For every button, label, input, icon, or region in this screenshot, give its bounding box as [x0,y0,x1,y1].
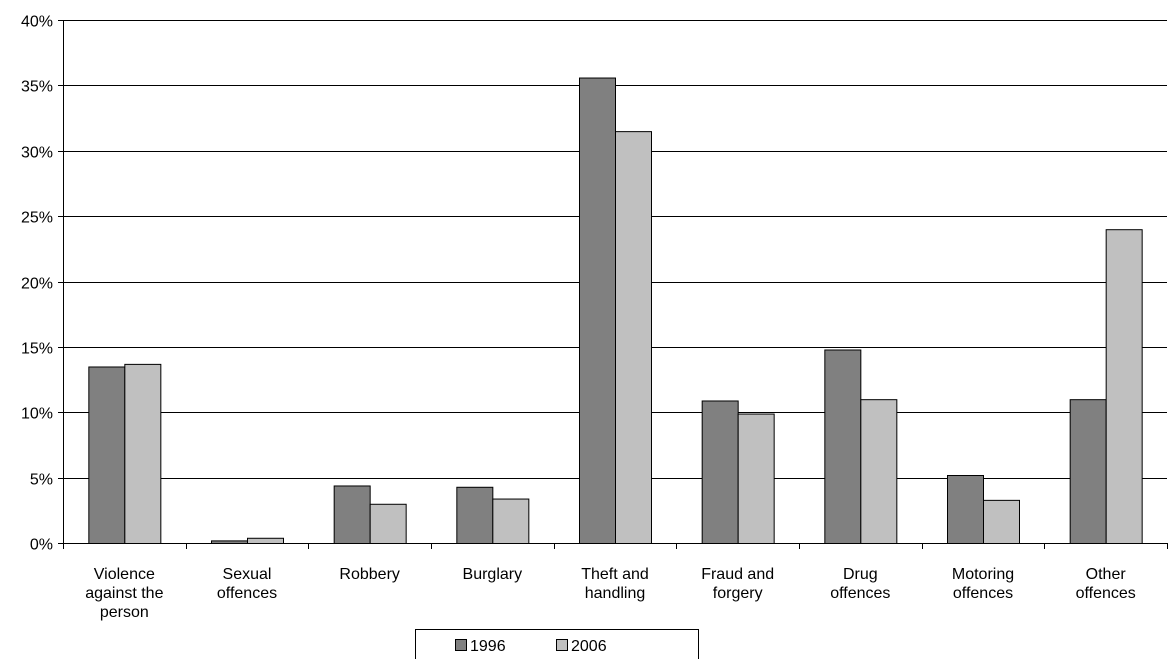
x-category-label: Sexual offences [217,566,277,602]
y-tick-label: 0% [30,537,53,554]
bar-1996-4 [579,77,616,544]
legend-label-2006: 2006 [571,638,607,655]
x-category-label: Drug offences [830,566,890,602]
y-tick-label: 5% [30,472,53,489]
y-tick-label: 35% [21,79,53,96]
bar-2006-0 [124,363,162,544]
bar-1996-3 [456,486,494,544]
bar-2006-4 [615,131,652,544]
x-category-label: Fraud and forgery [701,566,774,602]
y-tick-label: 25% [21,210,53,227]
y-tick-label: 10% [21,406,53,423]
bar-2006-3 [492,498,530,545]
x-category-label: Robbery [339,566,399,583]
bar-2006-6 [860,399,898,544]
bar-1996-6 [824,349,862,544]
legend-label-1996: 1996 [470,638,506,655]
x-category-label: Theft and handling [581,566,649,602]
bar-2006-7 [983,499,1020,545]
x-category-label: Burglary [463,566,523,583]
bar-1996-7 [947,475,984,545]
y-axis-ticks: 0% 5% 10% 15% 20% 25% 30% 35% 40% [21,14,53,554]
bar-1996-0 [88,366,126,544]
bar-2006-1 [247,537,284,545]
x-category-label: Motoring offences [952,566,1014,602]
legend: 1996 2006 [415,629,699,659]
bar-2006-2 [369,503,407,544]
x-category-label: Violence against the person [85,566,163,621]
legend-swatch-1996 [455,639,467,651]
bars [88,77,1143,545]
y-tick-label: 40% [21,14,53,31]
bar-1996-5 [701,400,739,545]
y-tick-label: 30% [21,145,53,162]
bar-2006-8 [1105,229,1143,544]
bar-2006-5 [737,413,775,544]
bar-1996-8 [1069,399,1107,544]
axes [58,20,1168,549]
legend-swatch-2006 [556,639,568,651]
y-tick-label: 20% [21,276,53,293]
x-category-label: Other offences [1076,566,1136,602]
x-axis-categories: Violence against the person Sexual offences R… [85,566,1136,621]
bar-1996-2 [333,485,371,544]
y-tick-label: 15% [21,341,53,358]
